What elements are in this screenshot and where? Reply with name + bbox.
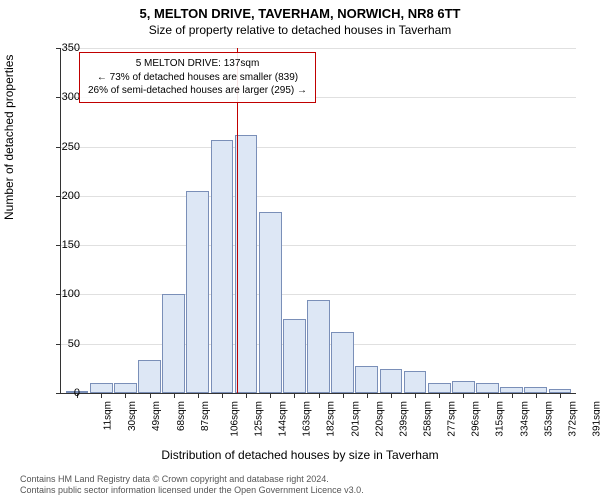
x-tick-label: 277sqm [447,401,458,437]
x-tick-label: 372sqm [567,401,578,437]
annotation-line-3: 26% of semi-detached houses are larger (… [88,84,307,98]
x-tick-label: 239sqm [398,401,409,437]
histogram-bar [307,300,330,393]
annotation-box: 5 MELTON DRIVE: 137sqm ← 73% of detached… [79,52,316,103]
gridline [61,147,576,148]
histogram-bar [90,383,113,393]
x-tick-label: 296sqm [471,401,482,437]
histogram-bar [138,360,161,394]
y-axis-label: Number of detached properties [2,55,16,220]
x-tick-label: 391sqm [592,401,600,437]
x-tick [536,393,537,398]
histogram-bar [259,212,282,393]
y-tick-label: 0 [50,387,80,399]
x-tick-label: 334sqm [519,401,530,437]
x-tick [319,393,320,398]
x-tick-label: 258sqm [423,401,434,437]
x-tick-label: 11sqm [102,401,113,430]
gridline [61,294,576,295]
histogram-bar [283,319,306,393]
histogram-bar [114,383,137,393]
x-tick-label: 68sqm [176,401,187,431]
histogram-bar [404,371,427,393]
x-tick-label: 144sqm [278,401,289,437]
y-tick-label: 350 [50,42,80,54]
x-tick [246,393,247,398]
x-tick [294,393,295,398]
histogram-bar [476,383,499,393]
x-tick-label: 30sqm [127,401,138,431]
x-tick-label: 106sqm [229,401,240,437]
x-tick [560,393,561,398]
x-tick [415,393,416,398]
x-tick-label: 125sqm [254,401,265,437]
x-tick-label: 163sqm [302,401,313,437]
x-tick [174,393,175,398]
x-tick [439,393,440,398]
x-tick [150,393,151,398]
x-tick [270,393,271,398]
chart-title-address: 5, MELTON DRIVE, TAVERHAM, NORWICH, NR8 … [0,0,600,21]
x-tick-label: 315sqm [495,401,506,437]
histogram-bar [186,191,209,393]
x-tick [125,393,126,398]
x-tick [101,393,102,398]
x-tick [463,393,464,398]
x-tick-label: 201sqm [350,401,361,437]
y-tick-label: 200 [50,190,80,202]
x-tick [488,393,489,398]
attribution-line-2: Contains public sector information licen… [20,485,364,496]
gridline [61,48,576,49]
histogram-bar [380,369,403,393]
annotation-line-1: 5 MELTON DRIVE: 137sqm [88,57,307,71]
chart-container: 5, MELTON DRIVE, TAVERHAM, NORWICH, NR8 … [0,0,600,500]
y-tick-label: 150 [50,239,80,251]
x-tick [367,393,368,398]
y-tick-label: 250 [50,141,80,153]
y-tick-label: 300 [50,91,80,103]
x-tick-label: 87sqm [200,401,211,431]
histogram-bar [331,332,354,393]
x-tick-label: 220sqm [374,401,385,437]
x-tick-label: 182sqm [326,401,337,437]
x-axis-label: Distribution of detached houses by size … [0,448,600,462]
x-tick-label: 49sqm [151,401,162,431]
histogram-bar [355,366,378,393]
x-tick [198,393,199,398]
y-tick-label: 50 [50,338,80,350]
chart-subtitle: Size of property relative to detached ho… [0,21,600,37]
histogram-bar [211,140,234,393]
plot-area: 5 MELTON DRIVE: 137sqm ← 73% of detached… [60,48,576,394]
histogram-bar [162,294,185,393]
x-tick [222,393,223,398]
histogram-bar [452,381,475,393]
x-tick-label: 353sqm [543,401,554,437]
gridline [61,196,576,197]
gridline [61,245,576,246]
attribution-text: Contains HM Land Registry data © Crown c… [20,474,364,497]
x-tick [391,393,392,398]
x-tick [512,393,513,398]
attribution-line-1: Contains HM Land Registry data © Crown c… [20,474,364,485]
histogram-bar [428,383,451,393]
x-tick [343,393,344,398]
annotation-line-2: ← 73% of detached houses are smaller (83… [88,71,307,85]
y-tick-label: 100 [50,288,80,300]
